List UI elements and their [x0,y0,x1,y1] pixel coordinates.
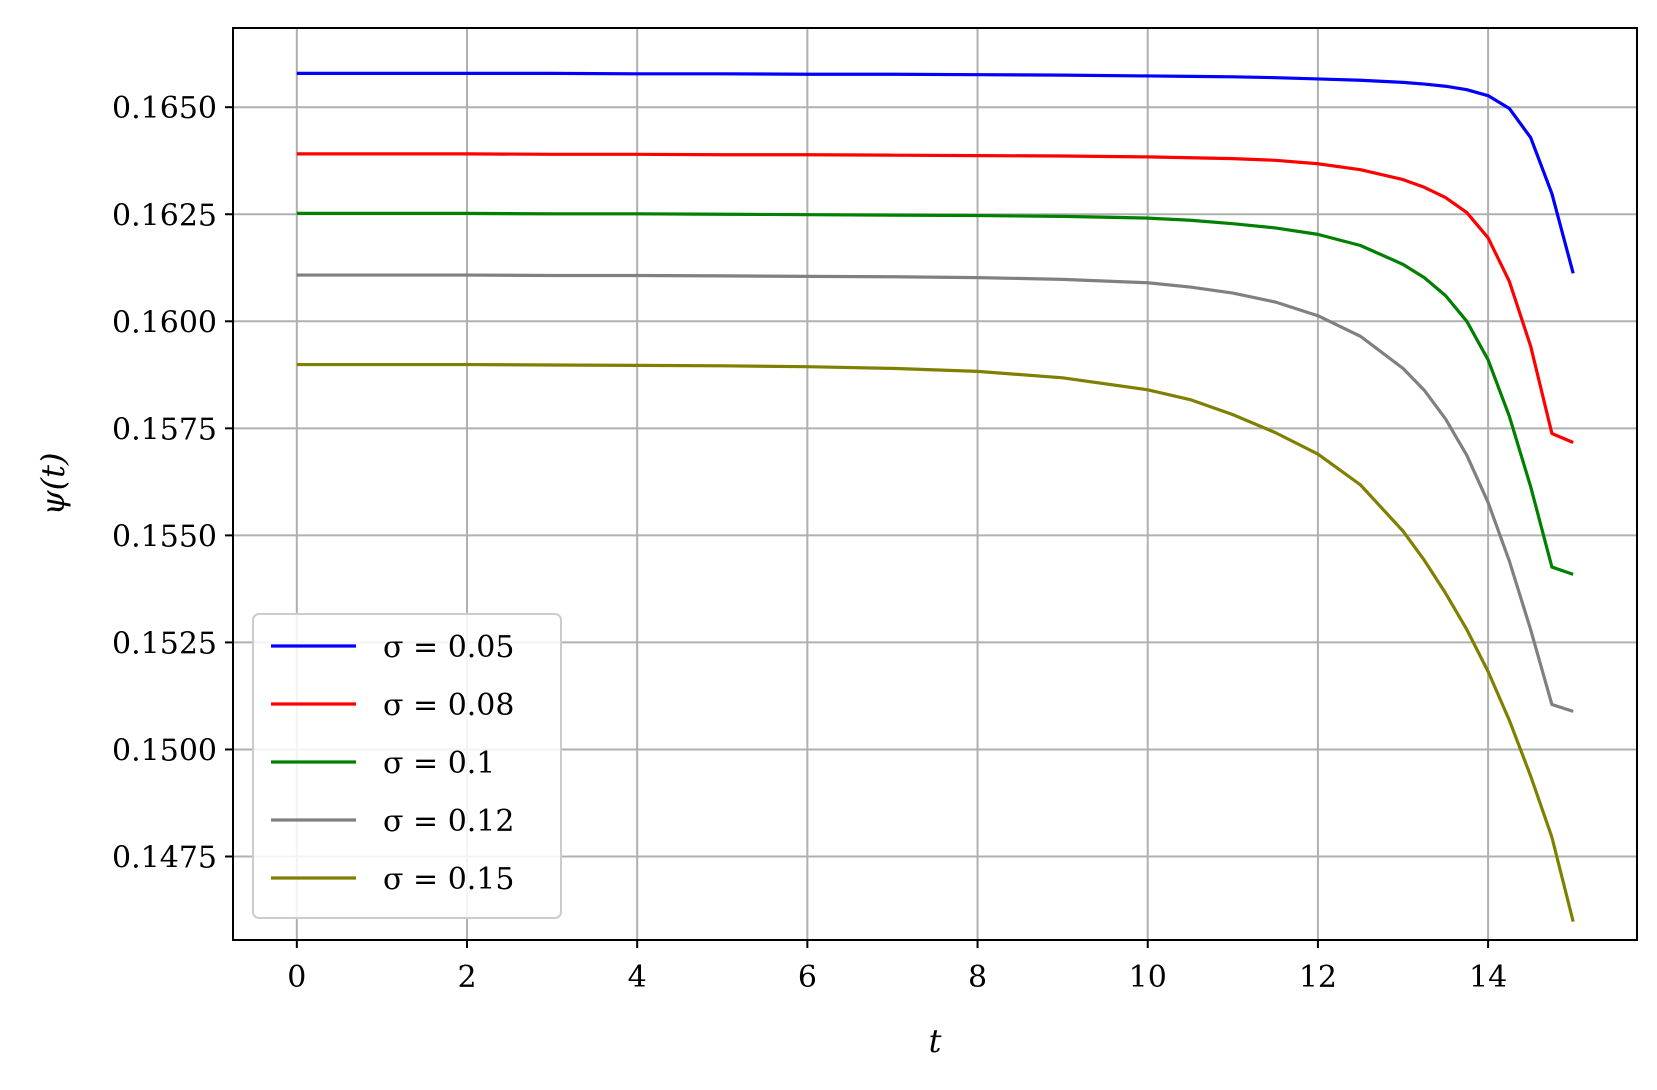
series-line-1 [296,71,1575,274]
y-tick-label: 0.1650 [112,91,217,126]
legend-label-2: σ = 0.08 [383,688,514,723]
y-tick-label: 0.1500 [112,733,217,768]
series-line-2 [296,152,1574,444]
x-tick-label: 0 [287,960,306,995]
legend-box [252,613,562,919]
legend: σ = 0.05 σ = 0.08 σ = 0.1 σ = 0.12 σ = 0.15 [252,613,562,919]
axes-layer [232,27,1638,941]
x-axis-label: t [929,1022,942,1060]
series-layer [296,71,1575,922]
x-tick-label: 6 [798,960,817,995]
y-tick-label: 0.1575 [112,412,217,447]
legend-label-1: σ = 0.05 [383,630,514,665]
y-tick-label: 0.1600 [112,305,217,340]
series-line-3 [296,211,1574,576]
x-tick-label: 14 [1469,960,1507,995]
y-axis-label: ψ(t) [34,453,72,516]
x-tick-label: 8 [968,960,987,995]
legend-label-5: σ = 0.15 [383,862,514,897]
legend-label-3: σ = 0.1 [383,746,495,781]
y-tick-label: 0.1625 [112,198,217,233]
y-tick-label: 0.1550 [112,519,217,554]
x-tick-label: 10 [1129,960,1167,995]
x-tick-label: 12 [1299,960,1337,995]
ticks-layer: 0 2 4 6 8 10 12 14 0.1475 0.1500 0.1525 0.1550 0.157… [112,91,1507,995]
x-tick-label: 2 [457,960,476,995]
y-tick-label: 0.1475 [112,841,217,876]
legend-label-4: σ = 0.12 [383,804,514,839]
y-tick-label: 0.1525 [112,626,217,661]
x-tick-label: 4 [628,960,647,995]
series-line-4 [296,273,1574,713]
axes-frame [232,27,1638,941]
series-line-5 [296,362,1575,922]
